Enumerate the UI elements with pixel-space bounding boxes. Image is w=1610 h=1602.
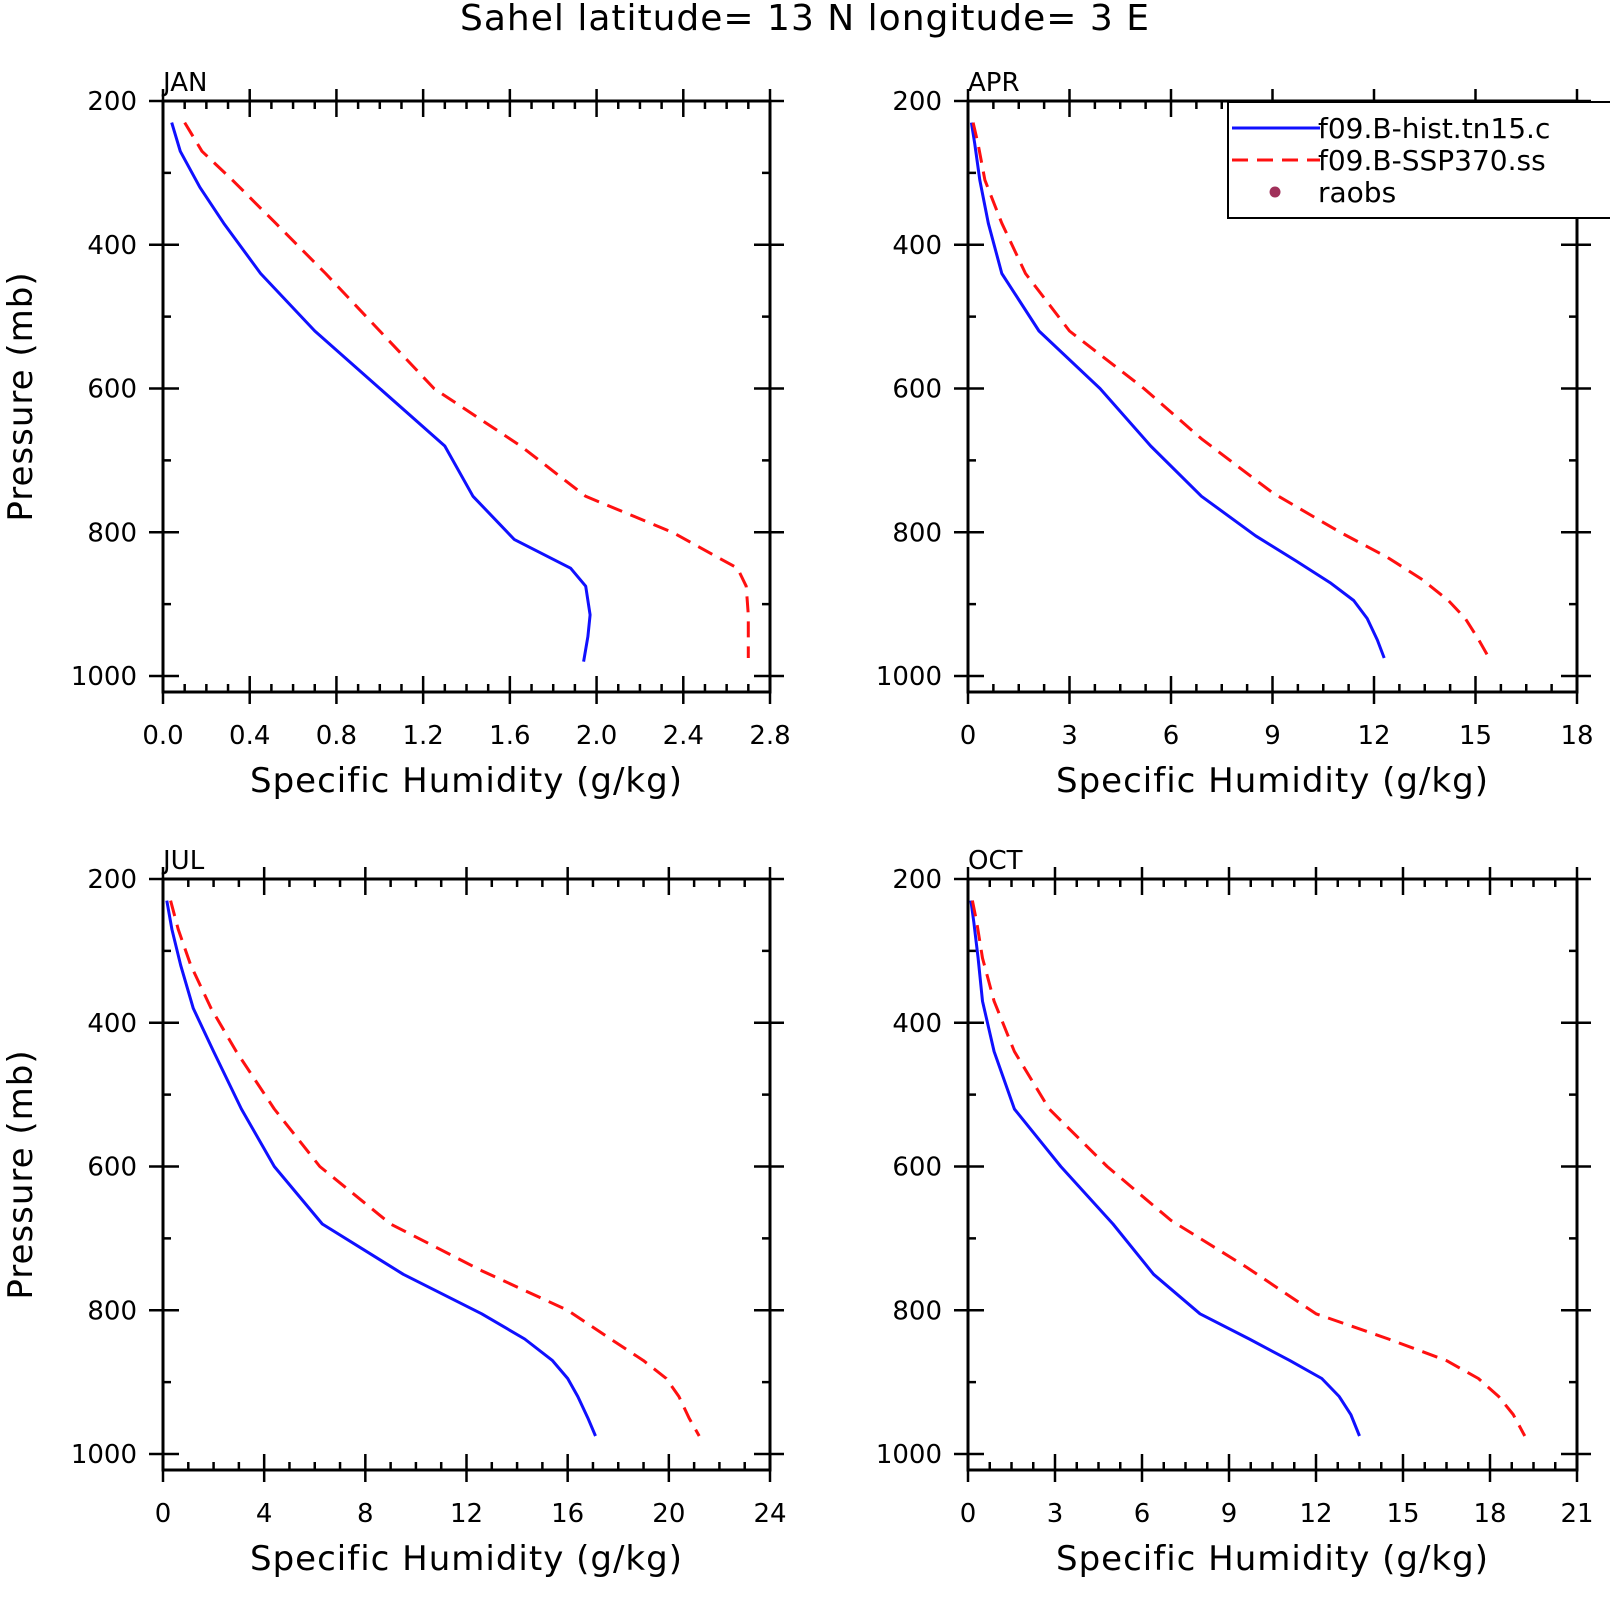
y-tick-label: 600 (87, 375, 137, 405)
x-tick-label: 3 (1047, 1499, 1064, 1529)
x-tick-label: 12 (1299, 1499, 1332, 1529)
x-tick-label: 0 (155, 1499, 172, 1529)
x-tick-label: 9 (1221, 1499, 1238, 1529)
x-tick-label: 2.0 (576, 721, 617, 751)
x-tick-label: 8 (357, 1499, 374, 1529)
x-tick-label: 16 (551, 1499, 584, 1529)
x-tick-label: 0.0 (142, 721, 183, 751)
legend-box (1227, 101, 1610, 219)
x-axis-title: Specific Humidity (g/kg) (1056, 1539, 1489, 1579)
y-tick-label: 800 (892, 1296, 942, 1326)
x-tick-label: 9 (1264, 721, 1281, 751)
x-tick-label: 12 (450, 1499, 483, 1529)
x-tick-label: 3 (1061, 721, 1078, 751)
y-tick-label: 200 (87, 865, 137, 895)
x-tick-label: 0 (960, 1499, 977, 1529)
x-tick-label: 6 (1163, 721, 1180, 751)
x-tick-label: 0 (960, 721, 977, 751)
series-line-ssp370 (169, 900, 701, 1437)
y-tick-label: 800 (87, 518, 137, 548)
x-tick-label: 24 (753, 1499, 786, 1529)
x-tick-label: 0.8 (316, 721, 357, 751)
x-tick-label: 18 (1560, 721, 1593, 751)
x-tick-label: 20 (652, 1499, 685, 1529)
panel-label: JUL (161, 846, 205, 876)
series-line-hist (969, 122, 1386, 659)
y-tick-label: 200 (892, 865, 942, 895)
x-tick-label: 12 (1357, 721, 1390, 751)
x-axis-title: Specific Humidity (g/kg) (250, 761, 683, 801)
legend-label: raobs (1318, 176, 1396, 209)
y-tick-label: 400 (87, 1009, 137, 1039)
y-tick-label: 200 (892, 87, 942, 117)
legend-label: f09.B-hist.tn15.c (1318, 112, 1550, 145)
x-tick-label: 21 (1560, 1499, 1593, 1529)
legend-label: f09.B-SSP370.ss (1318, 144, 1546, 177)
panel-apr: APR 200 400 600 800 1000 0 3 6 9 12 15 18 Specific Hu… (876, 68, 1594, 801)
y-axis-title: Pressure (mb) (1, 271, 41, 521)
plot-frame (161, 99, 772, 694)
x-tick-label: 2.4 (663, 721, 704, 751)
x-tick-label: 18 (1473, 1499, 1506, 1529)
y-tick-label: 600 (87, 1153, 137, 1183)
series-line-hist (969, 900, 1361, 1437)
y-tick-label: 600 (892, 1153, 942, 1183)
plot-frame (161, 877, 772, 1472)
y-axis-title: Pressure (mb) (1, 1049, 41, 1299)
panel-label: OCT (968, 846, 1023, 876)
y-tick-label: 1000 (71, 662, 137, 692)
plot-frame (966, 877, 1579, 1472)
x-tick-label: 0.4 (229, 721, 270, 751)
x-tick-label: 2.8 (749, 721, 790, 751)
series-line-hist (170, 122, 592, 662)
y-tick-label: 1000 (71, 1440, 137, 1470)
y-tick-label: 200 (87, 87, 137, 117)
y-tick-label: 1000 (876, 662, 942, 692)
series-line-ssp370 (183, 121, 750, 658)
series-line-ssp370 (971, 122, 1491, 659)
panel-oct: OCT 200 400 600 800 1000 0 3 6 9 12 15 18 21 Specific … (876, 846, 1594, 1579)
x-axis-title: Specific Humidity (g/kg) (1056, 761, 1489, 801)
panel-jul: JUL 200 400 600 800 1000 0 4 8 12 16 20 24 Specific H… (1, 846, 787, 1579)
panel-label: APR (968, 68, 1020, 98)
x-tick-label: 6 (1134, 1499, 1151, 1529)
y-tick-label: 800 (87, 1296, 137, 1326)
y-tick-label: 600 (892, 375, 942, 405)
x-tick-label: 15 (1386, 1499, 1419, 1529)
y-tick-label: 800 (892, 518, 942, 548)
x-axis-title: Specific Humidity (g/kg) (250, 1539, 683, 1579)
x-tick-label: 1.6 (489, 721, 530, 751)
series-line-hist (165, 900, 597, 1437)
chart-title: Sahel latitude= 13 N longitude= 3 E (460, 0, 1150, 39)
x-tick-label: 4 (256, 1499, 273, 1529)
series-line-ssp370 (970, 900, 1527, 1437)
y-tick-label: 1000 (876, 1440, 942, 1470)
y-tick-label: 400 (87, 231, 137, 261)
x-tick-label: 15 (1459, 721, 1492, 751)
y-tick-label: 400 (892, 1009, 942, 1039)
panel-label: JAN (161, 68, 207, 98)
y-tick-label: 400 (892, 231, 942, 261)
x-tick-label: 1.2 (402, 721, 443, 751)
legend-marker-raobs (1269, 186, 1281, 198)
